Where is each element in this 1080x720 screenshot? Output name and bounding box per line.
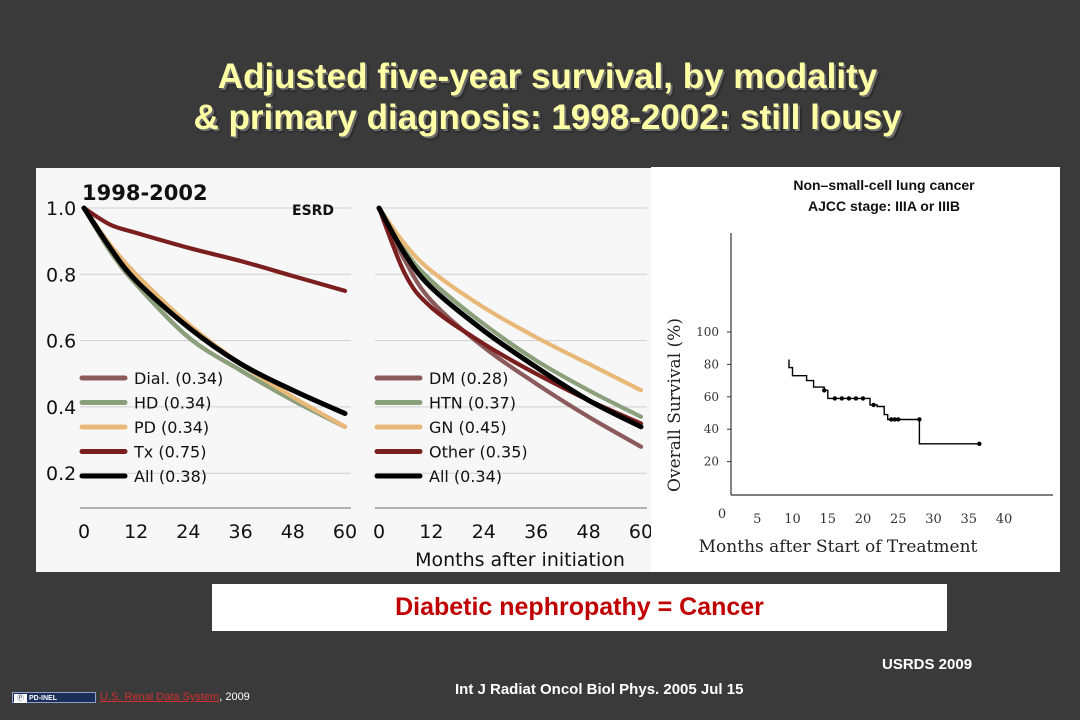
esrd-panel-2-x-tick-0: 0: [373, 521, 385, 543]
esrd-label: ESRD: [292, 203, 334, 219]
esrd-x-tick-labels: 0 12 24 36 48 60 0 12 24 36 48 60: [78, 521, 653, 543]
esrd-panel-1-legend-label-2: PD (0.34): [134, 418, 209, 437]
journal-citation: Int J Radiat Oncol Biol Phys. 2005 Jul 1…: [455, 681, 744, 698]
esrd-panel-1-legend-label-3: Tx (0.75): [133, 443, 206, 462]
lung-y-tick-4: 100: [696, 325, 719, 339]
esrd-panel-2-series-4-line: [376, 205, 644, 430]
esrd-panel-2-legend-label-0: DM (0.28): [429, 369, 508, 388]
lung-x-axis-label: Months after Start of Treatment: [699, 537, 978, 557]
usrds-link[interactable]: U.S. Renal Data System: [100, 691, 220, 703]
esrd-panel-2-legend-label-2: GN (0.45): [429, 418, 507, 437]
esrd-curves: [81, 205, 644, 449]
esrd-panel-2-x-tick-3: 36: [524, 521, 548, 543]
lung-y-tick-0: 20: [704, 455, 719, 469]
esrd-panel-2-x-tick-4: 48: [577, 521, 601, 543]
esrd-panel-2-legend-label-4: All (0.34): [429, 467, 502, 486]
license-badge-label: PD-INEL: [29, 694, 57, 702]
lung-y-tick-2: 60: [704, 390, 719, 404]
lung-censor-mark-0: [822, 388, 827, 393]
lung-y-tick-3: 80: [704, 357, 719, 371]
lung-chart-title-line-1: Non–small-cell lung cancer: [793, 177, 975, 193]
esrd-panel-2-x-tick-1: 12: [419, 521, 443, 543]
lung-x-tick-2: 10: [784, 512, 801, 527]
esrd-panel-2-legend-label-3: Other (0.35): [429, 443, 528, 462]
lung-censor-mark-1: [832, 396, 837, 401]
esrd-panel-2-series-2-line: [376, 205, 644, 393]
lung-x-tick-7: 35: [960, 512, 977, 527]
esrd-panel-2-legend-label-1: HTN (0.37): [429, 394, 516, 413]
lung-censor-mark-4: [853, 396, 859, 401]
esrd-gridlines: [80, 207, 647, 509]
lung-cancer-figure: 20 40 60 80 100 0 5 10 15 20 25 30 35 40 Non–small-c…: [651, 167, 1060, 572]
usrds-citation: USRDS 2009: [882, 656, 973, 673]
esrd-panel-2-series-1-line: [376, 205, 644, 419]
lung-x-tick-5: 25: [890, 512, 907, 527]
esrd-panel-1-x-tick-1: 12: [124, 521, 148, 543]
esrd-panel-1-x-tick-0: 0: [78, 521, 90, 543]
lung-x-tick-8: 40: [996, 512, 1013, 527]
lung-censor-mark-9: [896, 417, 901, 422]
lung-x-tick-0: 0: [718, 507, 726, 522]
license-badge: Ⓟ PD-INEL: [12, 691, 96, 703]
credit-year: , 2009: [219, 691, 250, 703]
lung-cancer-survival-chart: 20 40 60 80 100 0 5 10 15 20 25 30 35 40 Non–small-c…: [665, 169, 1058, 557]
lung-km-step-line: [788, 359, 980, 445]
esrd-panel-1-legend-label-0: Dial. (0.34): [134, 369, 223, 388]
esrd-panel-2-x-tick-5: 60: [629, 521, 651, 543]
lung-x-tick-6: 30: [925, 512, 942, 527]
slide-title-line-2: & primary diagnosis: 1998-2002: still lo…: [193, 98, 902, 137]
esrd-panel-2-series-0-line: [376, 205, 644, 449]
esrd-y-tick-1: 0.4: [46, 397, 76, 419]
lung-censor-mark-6: [871, 402, 876, 408]
lung-y-axis-label: Overall Survival (%): [665, 318, 685, 492]
esrd-panel-1-x-tick-4: 48: [281, 521, 305, 543]
esrd-panel-2-series-3-line: [376, 205, 644, 426]
esrd-x-axis-label: Months after initiation: [415, 549, 625, 571]
esrd-panel-1-x-tick-3: 36: [229, 521, 253, 543]
lung-censor-mark-5: [860, 396, 866, 401]
esrd-survival-chart: 0.2 0.4 0.6 0.8 1.0 0 12 24 36 48 60 0 12 24 36 48 60 D…: [46, 181, 653, 571]
lung-title-backdrop: [709, 169, 1058, 233]
lung-y-tick-labels: 20 40 60 80 100: [696, 325, 719, 469]
esrd-panel-1-x-tick-2: 24: [176, 521, 200, 543]
esrd-panel-1-x-tick-5: 60: [333, 521, 357, 543]
lung-survival-curve: [788, 359, 982, 446]
lung-censor-mark-2: [839, 396, 845, 401]
lung-censor-mark-10: [917, 417, 922, 422]
esrd-legends: Dial. (0.34) HD (0.34) PD (0.34) Tx (0.75) A…: [79, 369, 528, 486]
esrd-y-tick-4: 1.0: [46, 198, 76, 220]
esrd-y-tick-labels: 0.2 0.4 0.6 0.8 1.0: [46, 198, 76, 485]
esrd-y-tick-2: 0.6: [46, 331, 76, 353]
diabetic-nephropathy-box: Diabetic nephropathy = Cancer: [212, 584, 947, 631]
esrd-panel-1-series-3-line: [81, 205, 348, 293]
lung-y-tick-1: 40: [704, 422, 719, 436]
esrd-y-tick-3: 0.8: [46, 264, 76, 286]
lung-x-tick-3: 15: [819, 512, 836, 527]
esrd-survival-figure: 0.2 0.4 0.6 0.8 1.0 0 12 24 36 48 60 0 12 24 36 48 60 D…: [36, 168, 653, 572]
public-domain-icon: Ⓟ: [14, 693, 27, 703]
lung-censor-mark-3: [846, 396, 852, 401]
esrd-panel-2-x-tick-2: 24: [472, 521, 496, 543]
esrd-panel-1-series-4-line: [81, 205, 348, 416]
lung-x-tick-1: 5: [753, 512, 761, 527]
esrd-y-tick-0: 0.2: [46, 463, 76, 485]
esrd-panel-1-legend-label-1: HD (0.34): [134, 394, 212, 413]
slide-title-line-1: Adjusted five-year survival, by modality: [217, 57, 878, 96]
diabetic-nephropathy-text: Diabetic nephropathy = Cancer: [395, 593, 764, 621]
image-credit: Ⓟ PD-INEL U.S. Renal Data System , 2009: [12, 691, 250, 703]
esrd-panel-1-legend-label-4: All (0.38): [134, 467, 207, 486]
slide-title: Adjusted five-year survival, by modality…: [0, 56, 1080, 138]
lung-x-tick-labels: 0 5 10 15 20 25 30 35 40: [718, 507, 1012, 527]
esrd-chart-title: 1998-2002: [82, 181, 208, 205]
lung-censor-mark-11: [977, 441, 982, 446]
lung-censor-mark-7: [889, 417, 894, 422]
lung-x-tick-4: 20: [855, 512, 872, 527]
lung-chart-title-line-2: AJCC stage: IIIA or IIIB: [808, 198, 960, 214]
lung-censor-mark-8: [892, 417, 897, 422]
